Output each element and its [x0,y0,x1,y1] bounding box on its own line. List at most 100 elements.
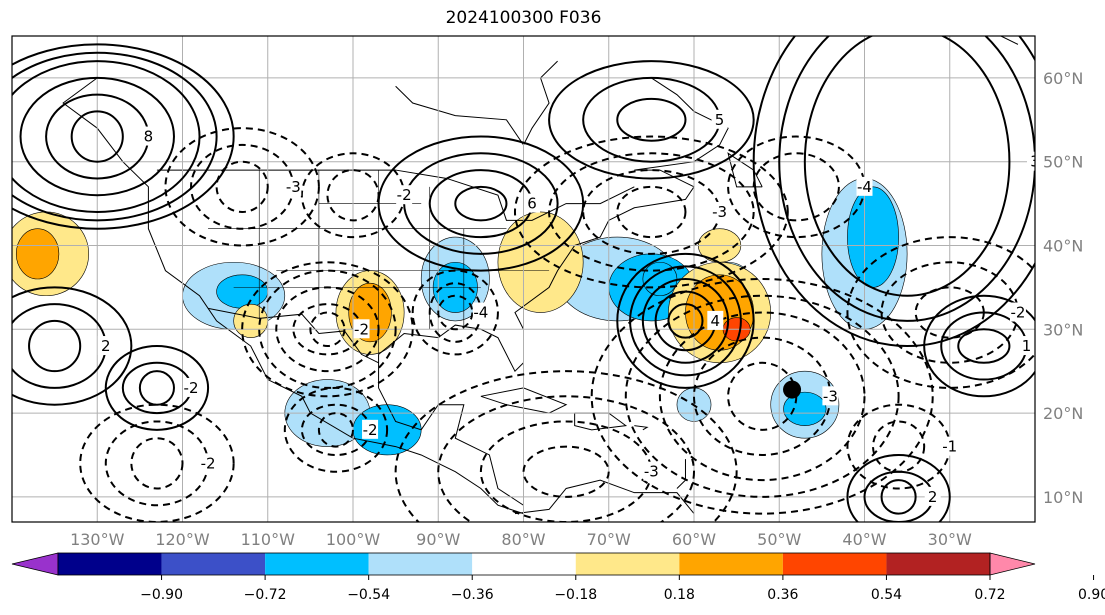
contour-label: -2 [363,421,378,439]
contour-line [641,278,730,364]
contour-line [616,185,687,239]
contour-label: 5 [715,111,725,129]
contour-label: 1 [1022,337,1032,355]
coastlines-and-borders [62,36,1019,515]
latitude-tick-label: 10°N [1043,488,1083,507]
colorbar-extend-high [989,552,1036,576]
longitude-tick-label: 50°W [757,530,801,549]
contour-label: -3 [712,203,727,221]
contour-label-bg [1009,302,1026,322]
contour-line [957,328,1011,364]
contour-label: -3 [823,387,838,405]
contour-label: 2 [101,337,111,355]
contour-line [658,311,866,482]
coastline [480,387,568,414]
colorbar-tick-label: −0.18 [554,587,597,603]
latitude-tick-label: 20°N [1043,404,1083,423]
shading-region [497,211,584,313]
contour-line [522,445,610,498]
contour-line [616,252,755,389]
latitude-tick-label: 50°N [1043,153,1083,172]
contour-line [138,370,175,406]
contour-line [12,51,218,222]
colorbar-segment [782,553,887,575]
contour-line [394,370,738,522]
shading-region [783,391,827,426]
shading-region [15,228,60,280]
contour-line [590,278,934,515]
contour-line [548,152,755,272]
longitude-tick-label: 70°W [587,530,631,549]
contour-line [164,127,320,247]
colorbar-segment [886,553,990,575]
colorbar-tick-label: −0.54 [347,587,390,603]
contour-line [846,453,951,522]
contour-label: -2 [397,186,412,204]
longitude-tick-label: 40°W [842,530,886,549]
contour-line [309,311,346,348]
contour-label: -3 [286,178,301,196]
colorbar-segment [679,553,783,575]
contour-line [79,403,235,522]
contour-label: -2 [354,320,369,338]
contour-label-bg [1027,151,1035,171]
colorbar-tick-labels: −0.90 −0.72 −0.54 −0.36 −0.18 0.18 0.36 0.54 0.7… [140,575,1105,603]
colorbar-segment [575,553,680,575]
colorbar-segment [368,553,473,575]
storm-center-marker [783,380,802,399]
colorbar-outline [57,552,991,576]
colorbar-segment [58,553,162,575]
contour-line [616,97,687,142]
contour-label: -4 [473,304,488,322]
colorbar-segment [265,553,369,575]
contour-line [12,43,235,230]
contour-line [19,76,175,197]
colorbar-extend-low [11,552,59,576]
colorbar-tick-label: 0.36 [767,587,798,603]
contour-line [752,152,840,222]
contour-label: -2 [184,379,199,397]
contour-line [12,60,201,213]
map-frame [11,35,1036,523]
contour-label: -2 [1010,304,1025,322]
contour-label-bg [941,436,958,456]
shading-region [847,186,899,288]
contour-label: 6 [527,195,537,213]
contour-label-bg [707,310,724,330]
contour-label-bg [711,109,728,129]
contour-line [548,60,755,180]
colorbar-segment [161,553,266,575]
coastline [156,169,635,221]
colorbar-tick-label: −0.72 [244,587,287,603]
contour-line [317,412,355,448]
contour-line [28,319,82,373]
coastline [727,152,763,188]
contour-line [513,135,789,289]
contour-line [454,185,508,222]
contour-label: -4 [857,178,872,196]
contour-line [803,36,1011,297]
colorbar-tick-label: 0.18 [664,587,695,603]
contour-label-bg [200,453,217,473]
colorbar-tick-label: 0.54 [871,587,902,603]
contour-label-bg [285,176,302,196]
contour-label-bg [643,461,660,481]
contour-label: 2 [928,488,938,506]
contour-line [70,110,124,163]
contour-line [241,261,414,398]
colorbar-tick-label: −0.36 [451,587,494,603]
contour-line [275,286,380,373]
contour-label-bg [924,486,941,506]
contour-line [880,479,917,515]
contour-line [846,236,1035,389]
contour-label-bg [140,126,157,146]
colorbar-tick-label: −0.90 [140,587,183,603]
contour-line [283,386,389,473]
longitude-tick-labels: 130°W 120°W 110°W 100°W 90°W 80°W 70°W 60°W 50°W… [70,530,972,549]
contour-label-bg [396,185,413,205]
colorbar-tick-label: 0.90 [1078,587,1105,603]
contour-line [624,294,900,498]
shading-region [216,274,269,309]
contour-label-bg [1018,336,1035,356]
